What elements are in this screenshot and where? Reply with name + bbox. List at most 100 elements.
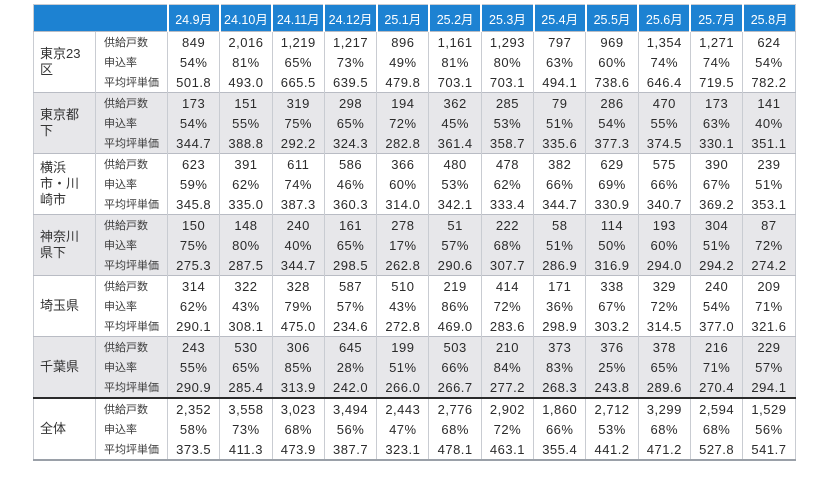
value-cell: 290.1 xyxy=(166,316,220,337)
value-cell: 243.8 xyxy=(585,377,639,398)
value-cell: 3,494 xyxy=(323,397,377,419)
value-cell: 344.7 xyxy=(166,133,220,154)
value-cell: 2,016 xyxy=(219,31,273,52)
monthly-supply-table: 24.9月 24.10月 24.11月 24.12月 25.1月 25.2月 25.3月 25… xyxy=(33,4,796,461)
value-cell: 266.0 xyxy=(376,377,429,398)
value-cell: 63% xyxy=(689,113,743,133)
value-cell: 209 xyxy=(742,275,796,296)
metric-label-cell: 平均坪単価 xyxy=(95,72,168,93)
value-cell: 84% xyxy=(480,357,534,377)
value-cell: 62% xyxy=(219,174,273,194)
metric-label-cell: 申込率 xyxy=(95,174,168,194)
value-cell: 665.5 xyxy=(271,72,325,93)
value-cell: 72% xyxy=(637,296,691,316)
value-cell: 229 xyxy=(742,336,796,357)
value-cell: 219 xyxy=(428,275,482,296)
value-cell: 40% xyxy=(742,113,796,133)
value-cell: 340.7 xyxy=(637,194,691,215)
value-cell: 3,023 xyxy=(271,397,325,419)
value-cell: 161 xyxy=(323,214,377,235)
month-header: 24.11月 xyxy=(271,4,325,32)
value-cell: 333.4 xyxy=(480,194,534,215)
value-cell: 377.3 xyxy=(585,133,639,154)
metric-label-cell: 申込率 xyxy=(95,419,168,439)
value-cell: 286.9 xyxy=(533,255,586,276)
value-cell: 298 xyxy=(323,92,377,113)
table-row: 申込率 62% 43% 79% 57% 43% 86% 72% 36% 67% 72% 54% 71% xyxy=(34,296,796,316)
table-row: 申込率 55% 65% 85% 28% 51% 66% 84% 83% 25% 65% 71% 57% xyxy=(34,357,796,377)
value-cell: 335.0 xyxy=(219,194,273,215)
value-cell: 377.0 xyxy=(689,316,743,337)
value-cell: 53% xyxy=(428,174,482,194)
table-row: 埼玉県 供給戸数 314 322 328 587 510 219 414 171 338 329 240… xyxy=(33,275,796,337)
value-cell: 60% xyxy=(585,52,639,72)
value-cell: 586 xyxy=(323,153,377,174)
value-cell: 274.2 xyxy=(742,255,796,276)
value-cell: 56% xyxy=(742,419,796,439)
value-cell: 361.4 xyxy=(428,133,482,154)
value-cell: 2,352 xyxy=(166,397,220,419)
month-header: 24.12月 xyxy=(323,4,377,32)
value-cell: 51% xyxy=(742,174,796,194)
value-cell: 313.9 xyxy=(271,377,325,398)
value-cell: 72% xyxy=(742,235,796,255)
value-cell: 292.2 xyxy=(271,133,325,154)
value-cell: 470 xyxy=(637,92,691,113)
value-cell: 324.3 xyxy=(323,133,377,154)
value-cell: 390 xyxy=(689,153,743,174)
value-cell: 86% xyxy=(428,296,482,316)
value-cell: 2,712 xyxy=(585,397,639,419)
value-cell: 68% xyxy=(689,419,743,439)
value-cell: 1,354 xyxy=(637,31,691,52)
value-cell: 65% xyxy=(323,113,377,133)
value-cell: 68% xyxy=(480,235,534,255)
value-cell: 268.3 xyxy=(533,377,586,398)
value-cell: 51% xyxy=(689,235,743,255)
value-cell: 782.2 xyxy=(742,72,796,93)
value-cell: 114 xyxy=(585,214,639,235)
metric-label-cell: 平均坪単価 xyxy=(95,194,168,215)
value-cell: 28% xyxy=(323,357,377,377)
value-cell: 294.0 xyxy=(637,255,691,276)
value-cell: 283.6 xyxy=(480,316,534,337)
value-cell: 50% xyxy=(585,235,639,255)
value-cell: 303.2 xyxy=(585,316,639,337)
value-cell: 199 xyxy=(376,336,429,357)
value-cell: 797 xyxy=(533,31,586,52)
table-row: 平均坪単価 290.9 285.4 313.9 242.0 266.0 266.7 277.2… xyxy=(34,377,796,398)
metric-label-cell: 供給戸数 xyxy=(95,153,168,174)
value-cell: 344.7 xyxy=(533,194,586,215)
month-header: 25.3月 xyxy=(480,4,534,32)
table-row: 東京都下 供給戸数 173 151 319 298 194 362 285 79 286 470 173… xyxy=(33,92,796,154)
value-cell: 298.9 xyxy=(533,316,586,337)
value-cell: 1,219 xyxy=(271,31,325,52)
value-cell: 59% xyxy=(166,174,220,194)
value-cell: 330.9 xyxy=(585,194,639,215)
value-cell: 65% xyxy=(219,357,273,377)
value-cell: 240 xyxy=(271,214,325,235)
table-row: 申込率 75% 80% 40% 65% 17% 57% 68% 51% 50% 60% 51% 72% xyxy=(34,235,796,255)
value-cell: 373 xyxy=(533,336,586,357)
value-cell: 290.9 xyxy=(166,377,220,398)
value-cell: 68% xyxy=(271,419,325,439)
value-cell: 54% xyxy=(585,113,639,133)
value-cell: 345.8 xyxy=(166,194,220,215)
value-cell: 63% xyxy=(533,52,586,72)
value-cell: 60% xyxy=(376,174,429,194)
value-cell: 45% xyxy=(428,113,482,133)
value-cell: 278 xyxy=(376,214,429,235)
metric-label-cell: 供給戸数 xyxy=(95,92,168,113)
metric-label-cell: 申込率 xyxy=(95,357,168,377)
value-cell: 65% xyxy=(271,52,325,72)
value-cell: 75% xyxy=(271,113,325,133)
value-cell: 314 xyxy=(166,275,220,296)
value-cell: 387.7 xyxy=(323,439,377,460)
value-cell: 80% xyxy=(219,235,273,255)
value-cell: 58% xyxy=(166,419,220,439)
value-cell: 441.2 xyxy=(585,439,639,460)
table-row: 千葉県 供給戸数 243 530 306 645 199 503 210 373 376 378 216… xyxy=(33,336,796,398)
value-cell: 277.2 xyxy=(480,377,534,398)
value-cell: 67% xyxy=(689,174,743,194)
value-cell: 307.7 xyxy=(480,255,534,276)
table-row: 全体 供給戸数 2,352 3,558 3,023 3,494 2,443 2,776 2,90… xyxy=(33,397,796,460)
